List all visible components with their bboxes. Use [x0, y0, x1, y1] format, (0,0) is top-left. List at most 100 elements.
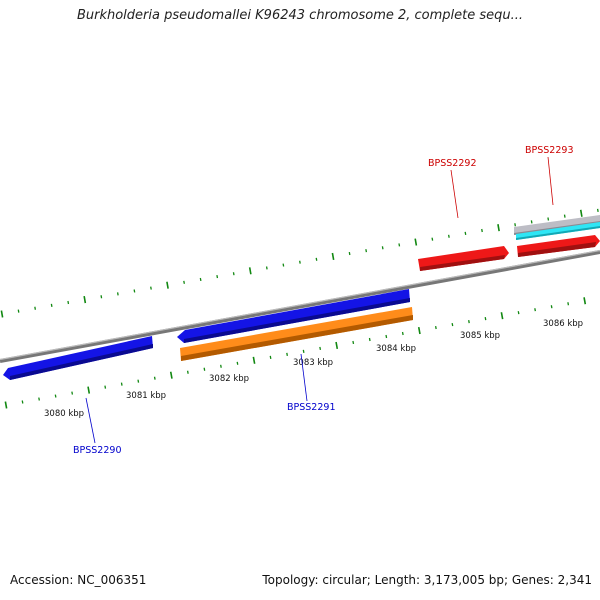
minor-tick: [451, 322, 454, 327]
minor-tick: [265, 266, 268, 270]
minor-tick: [282, 263, 285, 267]
kbp-label: 3083 kbp: [293, 358, 333, 368]
major-tick: [166, 281, 169, 289]
minor-tick: [517, 311, 520, 315]
cds-bpss2291[interactable]: [180, 307, 413, 361]
gene-label-bpss2293[interactable]: BPSS2293: [525, 145, 573, 156]
minor-tick: [220, 364, 222, 368]
minor-tick: [398, 243, 401, 247]
minor-tick: [153, 376, 156, 380]
minor-tick: [150, 286, 152, 290]
minor-tick: [133, 289, 136, 293]
minor-tick: [385, 334, 388, 339]
minor-tick: [299, 260, 301, 264]
kbp-label: 3084 kbp: [376, 344, 416, 354]
gene-bpss2292[interactable]: [418, 246, 509, 271]
major-tick: [252, 356, 256, 364]
kbp-label: 3086 kbp: [543, 319, 583, 329]
minor-tick: [269, 355, 272, 359]
minor-tick: [563, 214, 566, 218]
genome-backbone: [0, 250, 600, 363]
major-tick: [414, 238, 418, 246]
map-title: Burkholderia pseudomallei K96243 chromos…: [76, 8, 524, 23]
genome-backbone-highlight: [0, 249, 600, 361]
minor-tick: [348, 251, 351, 256]
minor-tick: [468, 320, 470, 324]
outer-scale-ticks: [0, 208, 599, 318]
minor-tick: [547, 217, 550, 221]
minor-tick: [381, 246, 384, 250]
gene-label-bpss2290[interactable]: BPSS2290: [73, 445, 121, 456]
minor-tick: [17, 309, 20, 313]
minor-tick: [137, 379, 140, 383]
label-leader-bpss2292: [450, 169, 459, 219]
gene-label-bpss2292[interactable]: BPSS2292: [428, 158, 476, 169]
minor-tick: [286, 352, 288, 356]
minor-tick: [21, 400, 24, 404]
minor-tick: [199, 277, 202, 282]
gene-bpss2293[interactable]: [517, 235, 600, 257]
minor-tick: [464, 231, 467, 235]
minor-tick: [100, 295, 103, 299]
major-tick: [583, 297, 587, 305]
label-leader-bpss2290: [85, 397, 96, 444]
major-tick: [497, 224, 500, 232]
minor-tick: [481, 228, 483, 233]
minor-tick: [116, 292, 119, 296]
major-tick: [500, 312, 504, 320]
major-tick: [0, 310, 4, 318]
gene-bpss2290[interactable]: [3, 336, 153, 380]
minor-tick: [534, 308, 536, 312]
minor-tick: [550, 305, 553, 309]
minor-tick: [236, 361, 239, 365]
major-tick: [335, 341, 339, 350]
minor-tick: [352, 340, 355, 345]
topology-text: Topology: circular; Length: 3,173,005 bp…: [262, 573, 592, 587]
gene-bpss2293-cyan-feature[interactable]: [516, 222, 600, 240]
minor-tick: [38, 397, 40, 401]
minor-tick: [232, 272, 235, 276]
minor-tick: [530, 220, 533, 224]
minor-tick: [302, 349, 305, 353]
minor-tick: [34, 306, 37, 310]
major-tick: [87, 386, 91, 394]
minor-tick: [183, 280, 185, 284]
kbp-label: 3081 kbp: [126, 391, 166, 401]
major-tick: [248, 267, 252, 275]
major-tick: [83, 296, 87, 304]
minor-tick: [447, 234, 450, 238]
minor-tick: [54, 394, 57, 398]
label-leader-bpss2293: [547, 156, 554, 206]
minor-tick: [596, 208, 599, 212]
gene-bpss2291[interactable]: [177, 289, 410, 343]
major-tick: [579, 209, 583, 217]
minor-tick: [67, 300, 70, 305]
minor-tick: [431, 237, 434, 241]
kbp-label: 3085 kbp: [460, 331, 500, 341]
kbp-label: 3082 kbp: [209, 374, 249, 384]
minor-tick: [319, 346, 322, 351]
minor-tick: [365, 249, 368, 253]
gene-label-bpss2291[interactable]: BPSS2291: [287, 402, 335, 413]
major-tick: [4, 401, 8, 409]
accession-text: Accession: NC_006351: [10, 573, 147, 587]
minor-tick: [567, 302, 570, 306]
inner-scale-ticks: [4, 297, 587, 409]
minor-tick: [484, 317, 487, 321]
minor-tick: [203, 367, 206, 371]
minor-tick: [368, 337, 371, 342]
minor-tick: [186, 370, 189, 374]
minor-tick: [514, 223, 516, 227]
minor-tick: [50, 303, 53, 307]
label-leader-bpss2291: [300, 353, 308, 402]
minor-tick: [401, 331, 404, 336]
minor-tick: [104, 385, 107, 389]
minor-tick: [434, 325, 437, 330]
minor-tick: [216, 274, 219, 279]
kbp-label: 3080 kbp: [44, 409, 84, 419]
major-tick: [417, 326, 421, 335]
minor-tick: [315, 257, 318, 261]
major-tick: [169, 371, 173, 379]
major-tick: [331, 252, 335, 261]
